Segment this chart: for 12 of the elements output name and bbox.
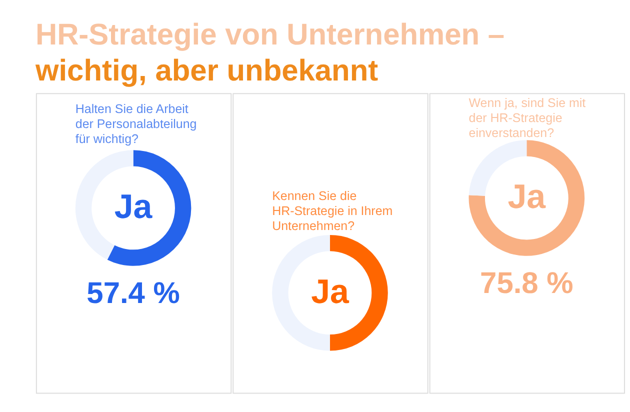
slice-label: Ja bbox=[311, 272, 350, 311]
donut-slice bbox=[107, 150, 192, 266]
chart-subtitle: wichtig, aber unbekannt bbox=[34, 54, 378, 88]
slice-label: Ja bbox=[114, 188, 154, 226]
slice-label: Ja bbox=[508, 178, 547, 216]
text: Kennen Sie die HR-Strategie in Ihrem Unternehmen? bbox=[272, 189, 393, 233]
data-label: 57.4 % bbox=[86, 276, 180, 310]
text: Wenn ja, sind Sie mit der HR-Strategie einverstanden? bbox=[468, 96, 586, 140]
text: HR-Strategie von Unternehmen – bbox=[35, 18, 505, 52]
text: Halten Sie die Arbeit der Personalabteilung für wichtig? bbox=[75, 102, 197, 146]
data-label: 75.8 % bbox=[480, 266, 574, 300]
donut-slice bbox=[468, 140, 585, 256]
